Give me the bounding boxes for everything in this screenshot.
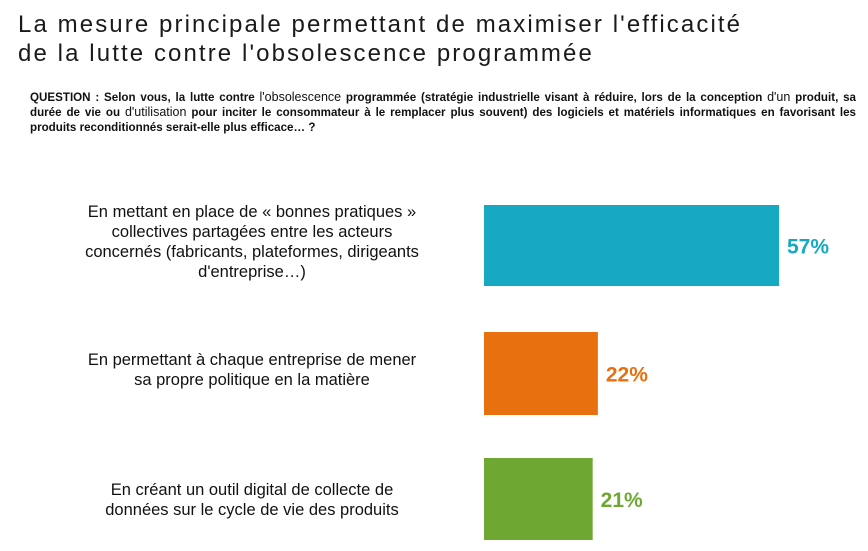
category-label-1-line-0: En permettant à chaque entreprise de men… xyxy=(87,351,417,369)
question-text: QUESTION : Selon vous, la lutte contre l… xyxy=(30,90,856,135)
value-label-2: 21% xyxy=(601,489,643,512)
value-label-0: 57% xyxy=(787,236,829,259)
category-label-0-line-0: En mettant en place de « bonnes pratique… xyxy=(87,203,417,221)
category-label-0: En mettant en place de « bonnes pratique… xyxy=(42,202,462,282)
category-label-2-line-0: En créant un outil digital de collecte d… xyxy=(110,481,394,499)
category-label-0-line-3: d'entreprise…) xyxy=(198,263,306,281)
bar-2 xyxy=(484,458,593,540)
title-line-1: La mesure principale permettant de maxim… xyxy=(18,11,743,38)
bar-1 xyxy=(484,332,598,415)
question-part-4: d'un xyxy=(767,90,791,104)
question-part-6: d'utilisation xyxy=(124,105,187,119)
category-label-0-line-1: collectives partagées entre les acteurs xyxy=(111,223,393,241)
question-part-2: l'obsolescence xyxy=(259,90,342,104)
category-label-1-line-1: sa propre politique en la matière xyxy=(134,371,370,389)
category-label-2-line-1: données sur le cycle de vie des produits xyxy=(105,501,399,519)
question-part-7: pour inciter le consommateur à le rempla… xyxy=(30,106,856,134)
bar-0 xyxy=(484,205,779,286)
question-part-1: QUESTION : Selon vous, la lutte contre xyxy=(30,91,260,104)
category-label-0-line-2: concernés (fabricants, plateformes, diri… xyxy=(85,243,419,261)
category-label-2: En créant un outil digital de collecte d… xyxy=(42,480,462,520)
question-part-5: produit, sa durée de vie ou xyxy=(30,91,857,119)
chart-title: La mesure principale permettant de maxim… xyxy=(18,10,858,68)
category-label-1: En permettant à chaque entreprise de men… xyxy=(42,350,462,390)
title-line-2: de la lutte contre l'obsolescence progra… xyxy=(18,40,594,67)
value-label-1: 22% xyxy=(606,364,648,387)
question-part-3: programmée (stratégie industrielle visan… xyxy=(341,91,768,104)
